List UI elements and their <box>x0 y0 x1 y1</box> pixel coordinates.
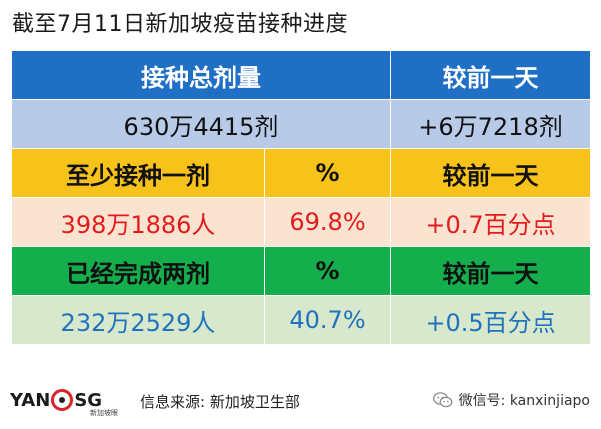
table-row: 接种总剂量 较前一天 <box>11 50 591 100</box>
yansg-logo: YAN SG 新加坡眼 <box>10 386 118 417</box>
full-dose-pct: 40.7% <box>264 295 391 345</box>
full-dose-header: 已经完成两剂 <box>11 246 265 296</box>
logo-ring-icon <box>51 389 74 411</box>
table-row: 398万1886人 69.8% +0.7百分点 <box>11 197 591 247</box>
vaccination-table: 接种总剂量 较前一天 630万4415剂 +6万7218剂 至少接种一剂 % 较… <box>11 50 591 345</box>
total-doses-change: +6万7218剂 <box>390 99 591 149</box>
wechat-icon <box>432 392 453 408</box>
first-dose-change: +0.7百分点 <box>390 197 591 247</box>
table-row: 232万2529人 40.7% +0.5百分点 <box>11 295 591 345</box>
first-dose-change-header: 较前一天 <box>390 148 591 198</box>
full-dose-count: 232万2529人 <box>11 295 265 345</box>
total-doses-header: 接种总剂量 <box>11 50 391 100</box>
footer: YAN SG 新加坡眼 信息来源: 新加坡卫生部 微信号: kanxinjiap… <box>10 382 590 418</box>
page-title: 截至7月11日新加坡疫苗接种进度 <box>12 12 348 37</box>
first-dose-pct: 69.8% <box>264 197 391 247</box>
table-row: 已经完成两剂 % 较前一天 <box>11 246 591 296</box>
source-text: 信息来源: 新加坡卫生部 <box>140 393 300 411</box>
table-row: 630万4415剂 +6万7218剂 <box>11 99 591 149</box>
total-doses-value: 630万4415剂 <box>11 99 391 149</box>
logo-text-left: YAN <box>10 389 51 411</box>
full-dose-change-header: 较前一天 <box>390 246 591 296</box>
wechat-label: 微信号: kanxinjiapo <box>458 393 590 409</box>
table-row: 至少接种一剂 % 较前一天 <box>11 148 591 198</box>
logo-subtitle: 新加坡眼 <box>90 409 118 417</box>
first-dose-count: 398万1886人 <box>11 197 265 247</box>
daily-change-header: 较前一天 <box>390 50 591 100</box>
first-dose-header: 至少接种一剂 <box>11 148 265 198</box>
first-dose-pct-header: % <box>264 148 391 198</box>
full-dose-pct-header: % <box>264 246 391 296</box>
full-dose-change: +0.5百分点 <box>390 295 591 345</box>
logo-text-right: SG <box>74 389 103 411</box>
wechat-id: 微信号: kanxinjiapo <box>432 390 590 410</box>
